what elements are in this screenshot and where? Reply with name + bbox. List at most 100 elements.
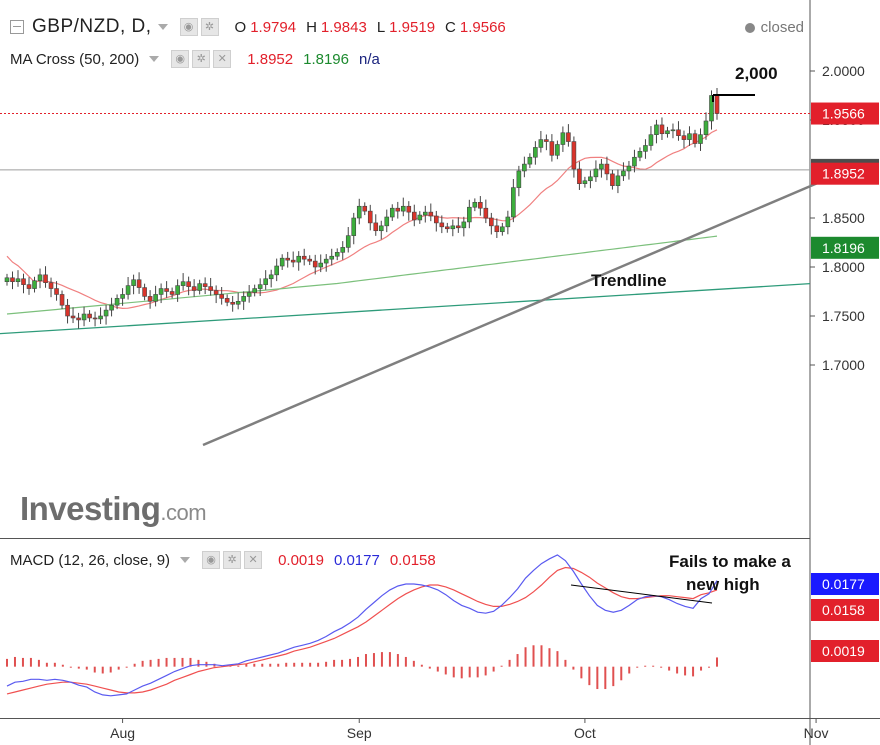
candle-body <box>417 214 423 221</box>
close-icon[interactable]: ✕ <box>244 551 263 569</box>
candle-body <box>345 235 351 248</box>
macd-hist-bar <box>53 662 56 667</box>
candle-body <box>632 156 637 167</box>
macd-tag: 0.0019 <box>811 640 879 662</box>
candle-body <box>681 135 687 140</box>
investing-logo: Investing.com <box>20 490 207 528</box>
candle-body <box>610 173 615 186</box>
macd-tag-bg <box>811 640 879 662</box>
candle-body <box>131 279 136 286</box>
macd-hist-bar <box>524 647 527 667</box>
macd-hist-bar <box>61 664 64 667</box>
candle-body <box>15 278 21 283</box>
candle-body <box>637 151 643 158</box>
candle-body <box>180 281 186 286</box>
candle-body <box>582 180 588 184</box>
candle-body <box>340 247 346 253</box>
candle-body <box>599 163 604 170</box>
macd-tag-label: 0.0019 <box>822 643 865 659</box>
candle-body <box>538 139 544 148</box>
macd-tag-bg <box>811 599 879 621</box>
candle-body <box>21 278 26 285</box>
candle-body <box>263 278 268 285</box>
collapse-icon[interactable] <box>10 20 24 34</box>
x-tick-label: Oct <box>574 725 596 741</box>
macd-signal-line <box>6 566 718 695</box>
macd-hist-bar <box>117 666 120 670</box>
macd-hist-bar <box>468 666 471 678</box>
candle-body <box>109 304 114 311</box>
price-tag-label: 1.8952 <box>822 166 865 182</box>
candle-body <box>70 315 76 319</box>
macd-hist-bar <box>580 666 583 679</box>
market-status: closed <box>744 19 804 36</box>
gear-icon[interactable]: ✲ <box>223 551 242 569</box>
macd-hist-bar <box>293 662 296 667</box>
candle-body <box>428 211 434 217</box>
macd-hist-bar <box>149 659 152 667</box>
macd-hist-bar <box>309 662 312 667</box>
candle-body <box>296 255 302 263</box>
macd-hist-bar <box>157 658 160 667</box>
eye-icon[interactable]: ◉ <box>202 551 221 569</box>
candle-body <box>356 205 362 219</box>
eye-icon[interactable]: ◉ <box>179 18 198 36</box>
macd-hist-bar <box>620 666 623 681</box>
candle-body <box>59 294 65 306</box>
chevron-down-icon[interactable] <box>180 557 191 563</box>
macd-line-value: 0.0177 <box>333 551 380 569</box>
candle-body <box>593 168 599 178</box>
candle-body <box>703 120 709 136</box>
macd-tag: 0.0177 <box>811 573 879 595</box>
gear-icon[interactable]: ✲ <box>192 50 211 68</box>
chevron-down-icon[interactable] <box>149 56 160 62</box>
candle-body <box>566 132 571 142</box>
price-tag: 1.8196 <box>811 236 879 259</box>
candle-body <box>43 274 48 283</box>
candle-body <box>197 283 202 291</box>
macd-hist-bar <box>404 656 407 667</box>
gear-icon[interactable]: ✲ <box>200 18 219 36</box>
candle-body <box>714 95 720 114</box>
chevron-down-icon[interactable] <box>157 24 168 30</box>
candle-body <box>367 210 373 224</box>
macd-tag-bg <box>811 573 879 595</box>
candle-body <box>120 294 125 299</box>
macd-hist-bar <box>357 656 360 667</box>
macd-hist-bar <box>596 666 599 690</box>
candle-body <box>577 168 582 184</box>
candle-body <box>434 215 439 224</box>
annotation-fails: Fails to make a <box>669 552 791 571</box>
candle-body <box>456 225 461 229</box>
macd-tag-label: 0.0177 <box>822 576 865 592</box>
candle-body <box>549 141 555 156</box>
macd-hist-bar <box>325 661 328 667</box>
macd-hist-bar <box>460 666 463 679</box>
candle-body <box>191 286 197 291</box>
close-value: 1.9566 <box>459 18 506 36</box>
macd-hist-bar <box>484 666 487 676</box>
candle-body <box>505 216 511 228</box>
macd-hist-bar <box>652 665 655 667</box>
candle-body <box>10 277 15 282</box>
macd-hist-bar <box>77 666 80 669</box>
candle-body <box>709 95 714 122</box>
candle-body <box>301 255 307 260</box>
candle-body <box>511 187 516 218</box>
candle-body <box>692 133 698 144</box>
candle-body <box>555 144 560 156</box>
eye-icon[interactable]: ◉ <box>171 50 190 68</box>
open-value: 1.9794 <box>250 18 297 36</box>
candle-body <box>219 294 224 299</box>
divergence-line <box>570 584 713 604</box>
close-icon[interactable]: ✕ <box>213 50 232 68</box>
candle-body <box>621 170 626 177</box>
candle-body <box>439 222 445 228</box>
candle-body <box>500 226 505 233</box>
candle-body <box>522 163 527 172</box>
candle-body <box>395 207 401 212</box>
candle-body <box>571 141 577 170</box>
candle-body <box>76 317 81 321</box>
macd-hist-value: 0.0019 <box>278 551 324 569</box>
symbol-legend: GBP/NZD, D, ◉ ✲ O 1.9794 H 1.9843 L 1.95… <box>10 16 516 38</box>
